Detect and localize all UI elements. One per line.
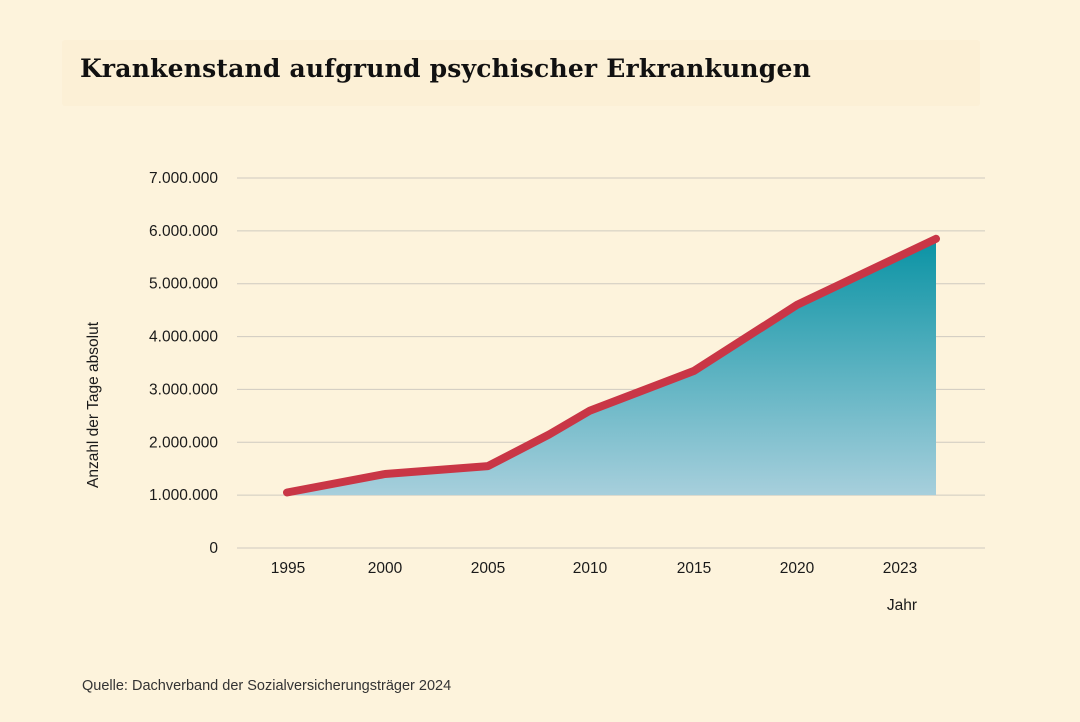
y-tick-label: 6.000.000 <box>149 223 218 240</box>
x-tick-label: 2000 <box>368 560 403 577</box>
area-layer <box>287 238 936 496</box>
x-tick-label: 2010 <box>573 560 608 577</box>
y-tick-label: 2.000.000 <box>149 434 218 451</box>
y-tick-label: 3.000.000 <box>149 381 218 398</box>
y-tick-label: 4.000.000 <box>149 329 218 346</box>
x-axis-title: Jahr <box>887 597 917 614</box>
x-tick-label: 2023 <box>883 560 917 577</box>
x-tick-label: 2020 <box>780 560 815 577</box>
series-line <box>283 234 940 497</box>
x-tick-label: 2005 <box>471 560 505 577</box>
y-axis-tick-labels: 0 1.000.000 2.000.000 3.000.000 4.000.000 5.0… <box>149 170 218 557</box>
line-layer <box>283 234 940 497</box>
x-tick-label: 1995 <box>271 560 305 577</box>
y-tick-label: 0 <box>209 540 218 557</box>
area-fill <box>287 238 936 496</box>
y-tick-label: 7.000.000 <box>149 170 218 187</box>
y-tick-label: 5.000.000 <box>149 276 218 293</box>
y-axis-title: Anzahl der Tage absolut <box>85 321 102 488</box>
y-tick-label: 1.000.000 <box>149 487 218 504</box>
x-axis-tick-labels: 1995 2000 2005 2010 2015 2020 2023 <box>271 560 917 577</box>
title-band <box>62 40 980 106</box>
source-note: Quelle: Dachverband der Sozialversicheru… <box>82 678 452 694</box>
x-tick-label: 2015 <box>677 560 711 577</box>
chart-title: Krankenstand aufgrund psychischer Erkran… <box>80 54 811 83</box>
